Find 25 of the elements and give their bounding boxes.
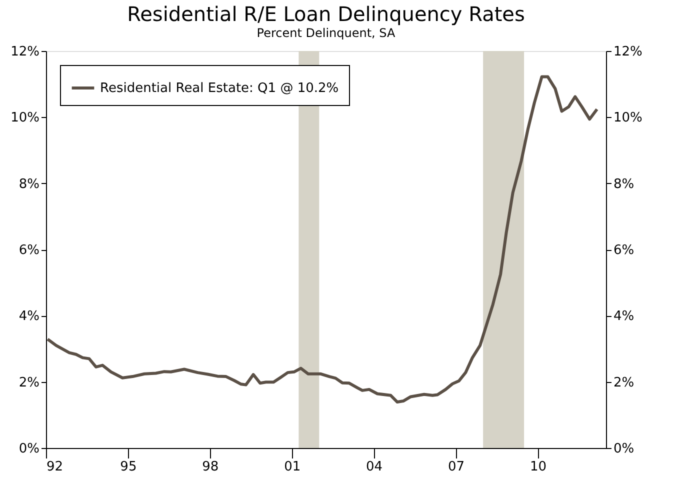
- y2-tick-label: 8%: [614, 176, 634, 192]
- y-tick-label: 0%: [18, 442, 40, 456]
- y2-tick-label: 4%: [614, 309, 634, 324]
- y-tick-label: 12%: [10, 44, 40, 60]
- x-tick-label: 07: [448, 460, 465, 474]
- y-tick-label: 8%: [18, 176, 40, 192]
- x-tick-label: 04: [366, 460, 383, 474]
- chart-title: Residential R/E Loan Delinquency Rates: [127, 2, 525, 26]
- y2-tick-label: 10%: [614, 110, 642, 126]
- chart-subtitle: Percent Delinquent, SA: [256, 26, 396, 40]
- x-tick-label: 01: [284, 460, 301, 474]
- y-tick-label: 10%: [10, 110, 40, 126]
- y2-tick-label: 12%: [614, 44, 642, 60]
- x-tick-label: 10: [530, 460, 546, 474]
- y-tick-label: 6%: [18, 243, 40, 258]
- legend-label: Residential Real Estate: Q1 @ 10.2%: [100, 81, 339, 96]
- y-tick-label: 4%: [18, 309, 40, 324]
- line-series: [46, 75, 598, 404]
- x-tick-label: 98: [202, 460, 219, 474]
- y2-tick-label: 6%: [614, 243, 634, 258]
- y-tick-label: 2%: [18, 375, 40, 390]
- y2-tick-label: 2%: [614, 375, 634, 390]
- x-tick-label: 92: [46, 460, 64, 474]
- y2-tick-label: 0%: [614, 442, 634, 456]
- x-tick-label: 95: [120, 460, 137, 474]
